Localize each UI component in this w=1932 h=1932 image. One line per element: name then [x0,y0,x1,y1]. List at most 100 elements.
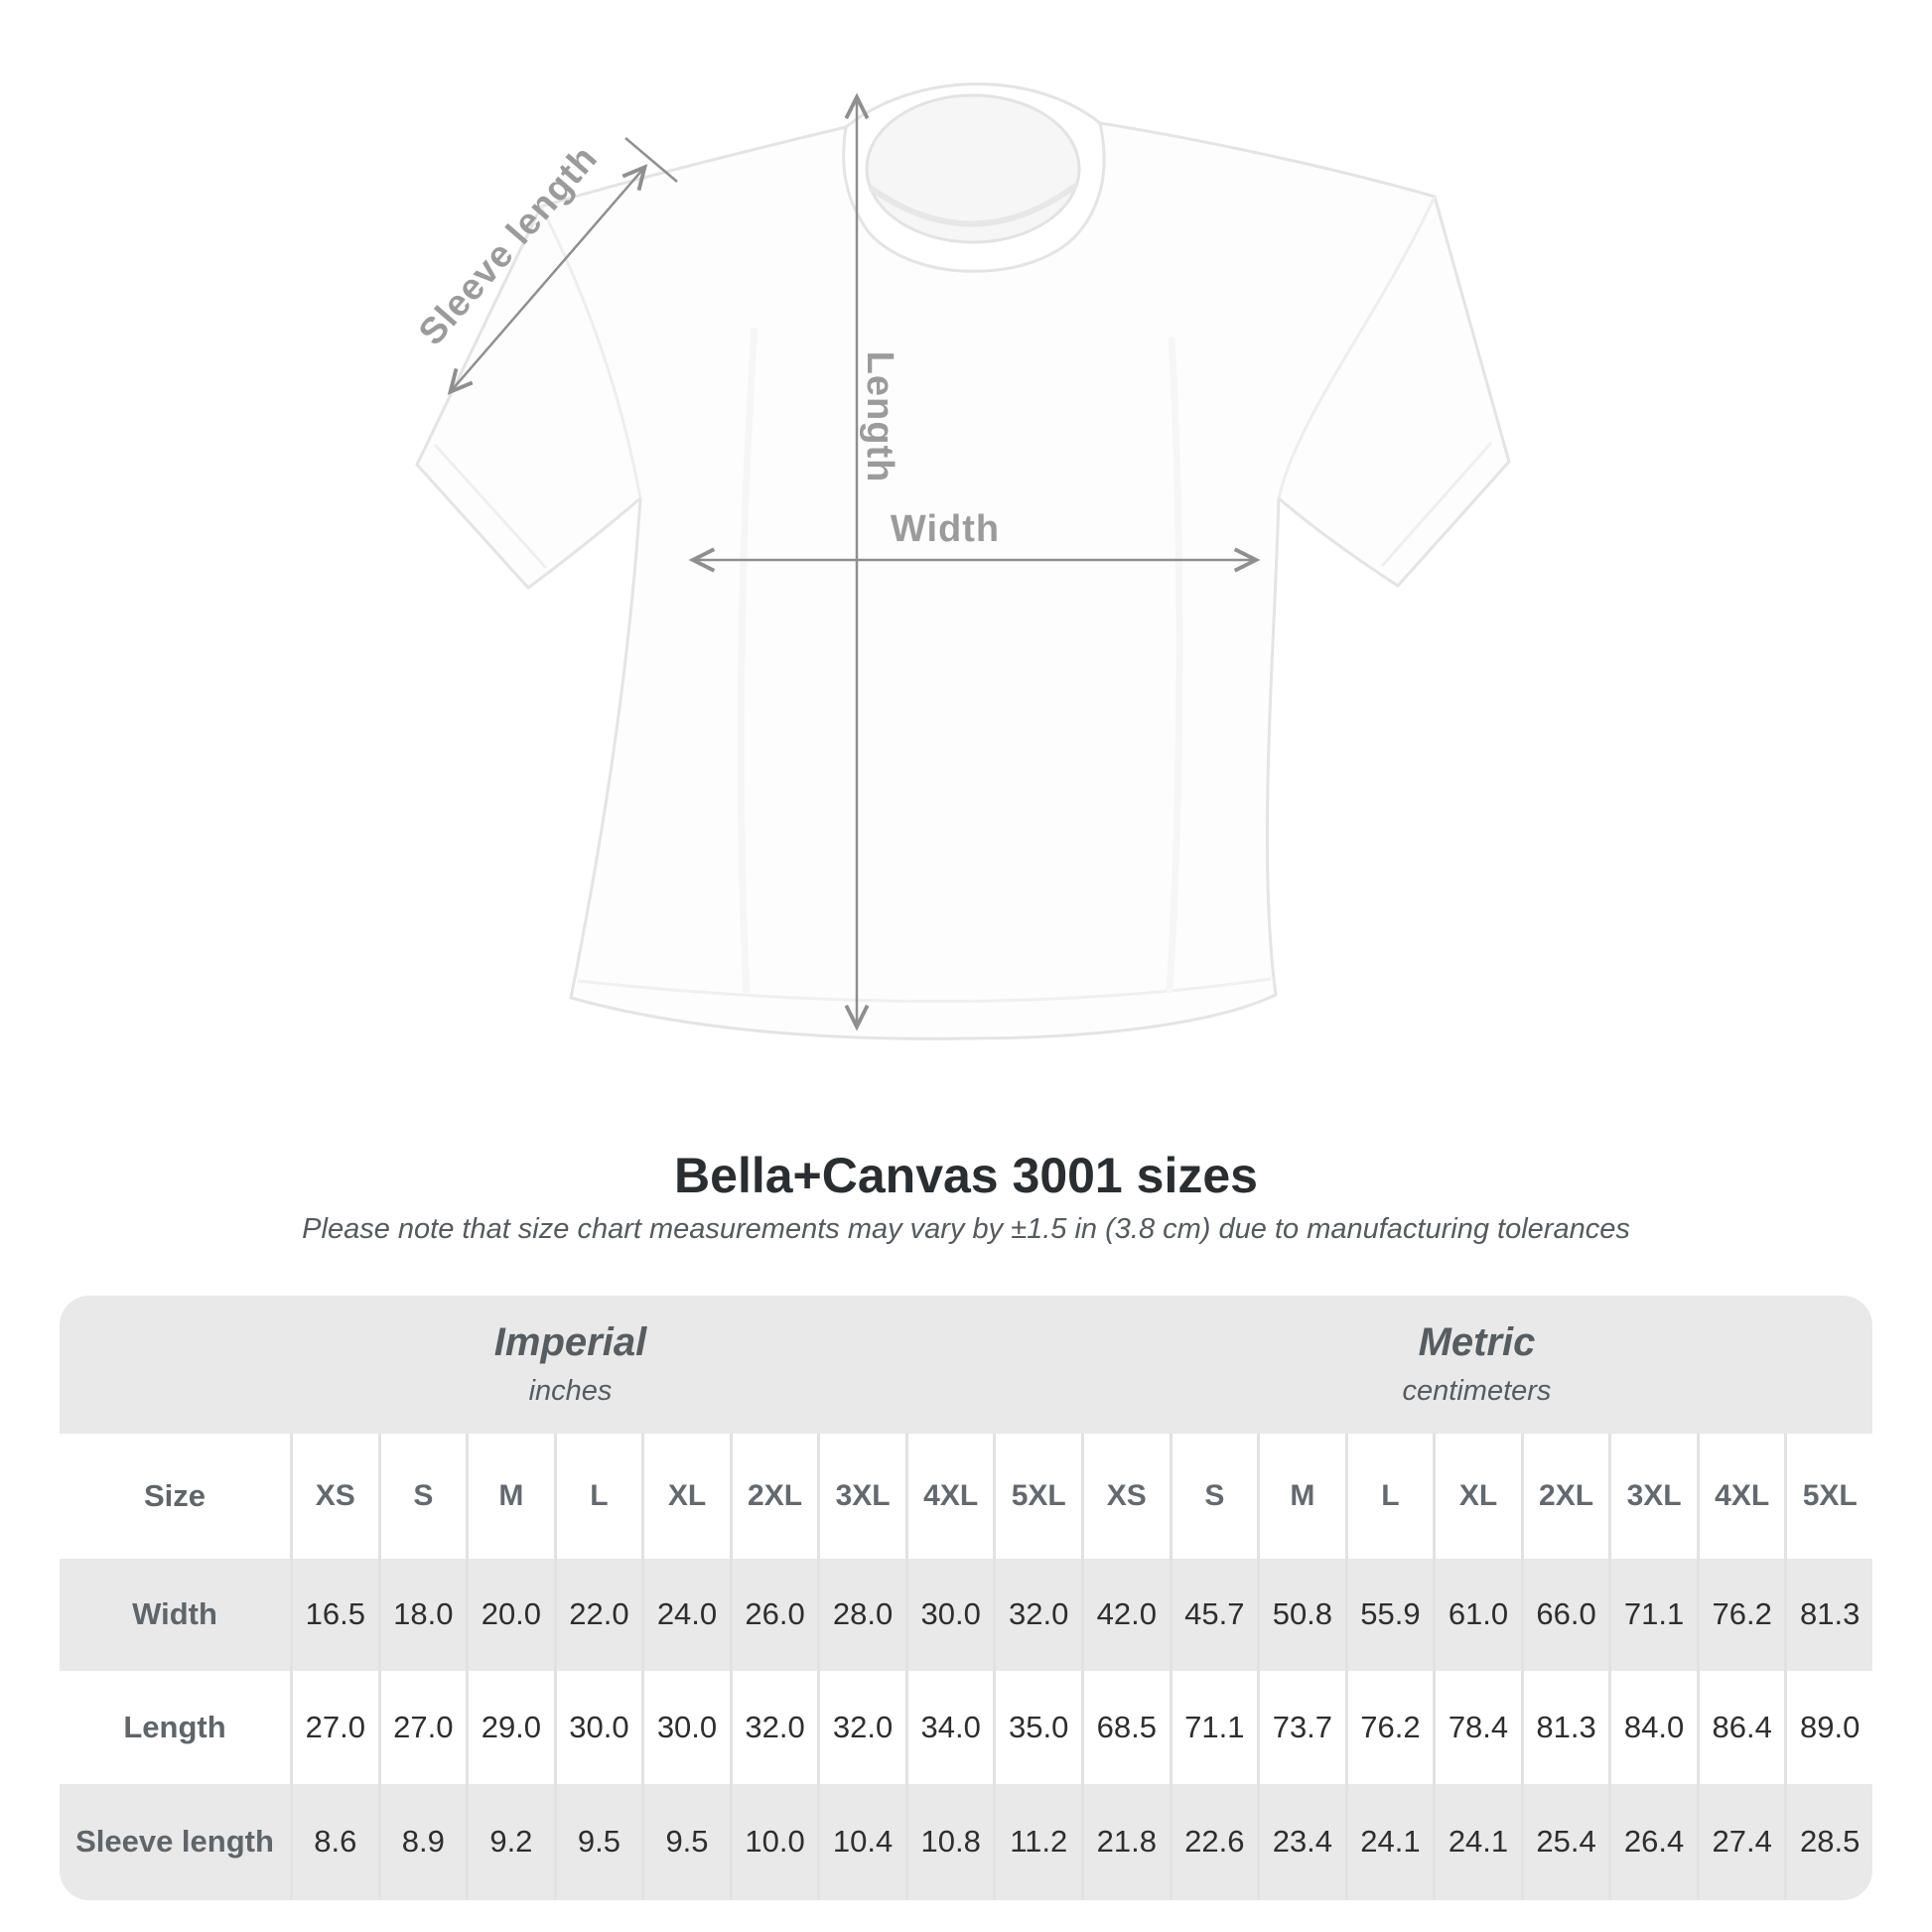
value-cell: 18.0 [377,1558,467,1671]
size-header-metric-4xl: 4XL [1696,1433,1785,1559]
value-cell: 27.0 [290,1670,378,1784]
value-cell: 22.6 [1169,1783,1258,1900]
unit-header-metric: Metric centimeters [1081,1295,1872,1434]
value-cell: 81.3 [1520,1670,1609,1784]
size-header-metric-3xl: 3XL [1608,1433,1697,1559]
value-cell: 30.0 [641,1670,730,1784]
value-cell: 28.0 [817,1558,905,1671]
value-cell: 32.0 [729,1670,818,1784]
tshirt-hem-seam [577,977,1272,1004]
size-header-metric-xs: XS [1081,1433,1170,1559]
sleeve-length-tick [624,137,678,183]
value-cell: 45.7 [1169,1558,1258,1671]
unit-header-imperial-unit: inches [528,1375,613,1407]
size-header-imperial-2xl: 2XL [729,1433,818,1559]
value-cell: 29.0 [466,1670,554,1784]
tshirt-right-sleeve-seam [1277,196,1437,499]
row-label: Width [60,1558,290,1671]
size-diagram: Sleeve length Length Width [411,82,1511,1040]
value-cell: 9.5 [553,1783,642,1900]
value-cell: 66.0 [1520,1558,1609,1671]
value-cell: 9.5 [641,1783,730,1900]
value-cell: 23.4 [1257,1783,1345,1900]
value-cell: 34.0 [904,1670,994,1784]
value-cell: 55.9 [1344,1558,1434,1671]
size-header-imperial-5xl: 5XL [993,1433,1081,1559]
value-cell: 28.5 [1784,1783,1872,1900]
title-block: Bella+Canvas 3001 sizes Please note that… [0,1120,1932,1246]
value-cell: 81.3 [1784,1558,1872,1671]
size-header-metric-2xl: 2XL [1520,1433,1609,1559]
value-cell: 71.1 [1169,1670,1258,1784]
length-label: Length [859,351,900,483]
size-header-imperial-xs: XS [290,1433,378,1559]
size-header-metric-xl: XL [1433,1433,1521,1559]
unit-header-metric-unit: centimeters [1402,1375,1552,1407]
value-cell: 76.2 [1344,1670,1434,1784]
size-header-imperial-l: L [553,1433,642,1559]
size-header-imperial-xl: XL [641,1433,730,1559]
size-header-imperial-3xl: 3XL [817,1433,905,1559]
value-cell: 21.8 [1081,1783,1170,1900]
sleeve-length-arrow [452,169,643,390]
size-column-header: Size [60,1433,290,1559]
size-table: Imperial inches Metric centimeters Size X… [60,1295,1872,1900]
value-cell: 11.2 [993,1783,1081,1900]
size-header-metric-5xl: 5XL [1784,1433,1872,1559]
tshirt-diagram-canvas: Sleeve length Length Width [411,82,1511,1040]
value-cell: 26.4 [1608,1783,1697,1900]
row-label: Sleeve length [60,1783,290,1900]
value-cell: 16.5 [290,1558,378,1671]
value-cell: 32.0 [993,1558,1081,1671]
size-header-metric-l: L [1344,1433,1434,1559]
value-cell: 32.0 [817,1670,905,1784]
tshirt-collar-shadow [869,184,1077,227]
value-cell: 61.0 [1433,1558,1521,1671]
value-cell: 68.5 [1081,1670,1170,1784]
value-cell: 24.0 [641,1558,730,1671]
value-cell: 30.0 [904,1558,994,1671]
unit-header-metric-name: Metric [1418,1320,1536,1364]
value-cell: 73.7 [1257,1670,1345,1784]
size-header-imperial-4xl: 4XL [904,1433,994,1559]
value-cell: 50.8 [1257,1558,1345,1671]
unit-header-imperial-name: Imperial [493,1320,647,1364]
size-header-metric-s: S [1169,1433,1258,1559]
value-cell: 24.1 [1433,1783,1521,1900]
value-cell: 25.4 [1520,1783,1609,1900]
page-subtitle: Please note that size chart measurements… [302,1212,1630,1245]
value-cell: 35.0 [993,1670,1081,1784]
tshirt-fold-right [1166,337,1183,994]
size-header-imperial-s: S [377,1433,467,1559]
value-cell: 27.0 [377,1670,467,1784]
value-cell: 10.4 [817,1783,905,1900]
width-label: Width [891,508,1000,550]
value-cell: 20.0 [466,1558,554,1671]
value-cell: 89.0 [1784,1670,1872,1784]
measurement-arrows [452,99,1254,1025]
value-cell: 8.9 [377,1783,467,1900]
size-header-imperial-m: M [466,1433,554,1559]
value-cell: 10.0 [729,1783,818,1900]
tshirt-left-cuff-seam [433,443,548,570]
tshirt-collar-opening [865,93,1081,244]
unit-header-imperial: Imperial inches [60,1295,1081,1434]
row-label: Length [60,1670,290,1784]
value-cell: 24.1 [1344,1783,1434,1900]
value-cell: 26.0 [729,1558,818,1671]
tshirt-right-cuff-seam [1380,442,1493,567]
value-cell: 86.4 [1696,1670,1785,1784]
value-cell: 10.8 [904,1783,994,1900]
tshirt-fold-left [737,327,759,994]
value-cell: 30.0 [553,1670,642,1784]
value-cell: 27.4 [1696,1783,1785,1900]
value-cell: 84.0 [1608,1670,1697,1784]
value-cell: 9.2 [466,1783,554,1900]
size-header-metric-m: M [1257,1433,1345,1559]
value-cell: 42.0 [1081,1558,1170,1671]
value-cell: 76.2 [1696,1558,1785,1671]
tshirt-illustration [415,82,1511,1040]
value-cell: 78.4 [1433,1670,1521,1784]
value-cell: 22.0 [553,1558,642,1671]
value-cell: 8.6 [290,1783,378,1900]
